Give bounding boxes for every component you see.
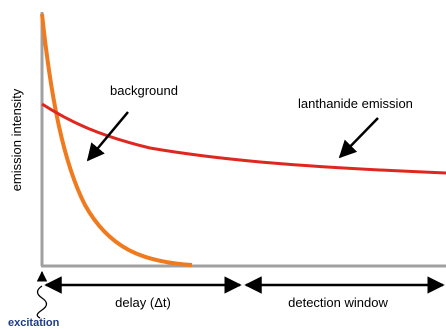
lanthanide-pointer-arrow: [338, 117, 379, 159]
detection-window-label: detection window: [288, 295, 388, 310]
background-label: background: [110, 83, 178, 98]
background-curve: [40, 13, 193, 267]
lanthanide-emission-label: lanthanide emission: [298, 96, 413, 111]
excitation-wave-icon: [36, 285, 48, 319]
excitation-label: excitation: [8, 317, 60, 329]
background-pointer-arrow: [86, 111, 129, 162]
y-axis-label: emission intensity: [9, 88, 24, 191]
delay-label: delay (Δt): [115, 295, 171, 310]
lanthanide-emission-curve: [41, 102, 446, 175]
